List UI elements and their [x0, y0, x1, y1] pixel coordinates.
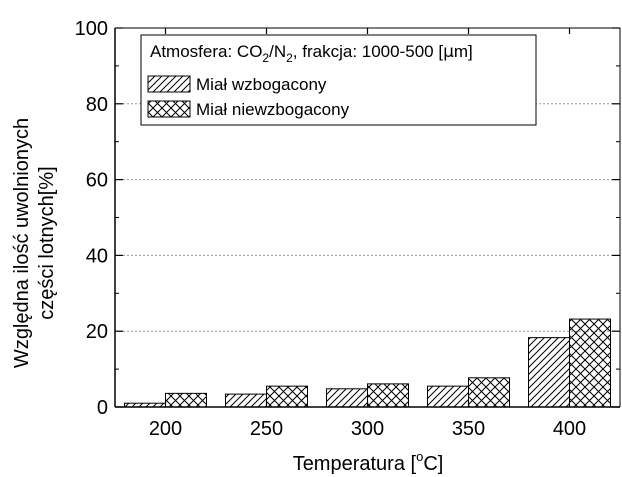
x-tick-label: 300	[351, 418, 384, 440]
x-axis-title-pre: Temperatura [	[293, 453, 417, 475]
x-tick-label: 350	[452, 418, 485, 440]
legend-title: Atmosfera: CO2/N2, frakcja: 1000-500 [μm…	[150, 42, 473, 65]
x-axis-title-sup: o	[416, 449, 423, 464]
bar-wzbogacony	[427, 385, 469, 408]
y-tick-label: 60	[86, 170, 108, 192]
legend-swatch-wzbogacony	[147, 75, 191, 93]
legend-frame	[140, 34, 537, 126]
x-axis-title-post: C]	[423, 453, 443, 475]
x-tick-label: 400	[553, 418, 586, 440]
x-tick-label: 250	[250, 418, 283, 440]
bar-wzbogacony	[528, 337, 570, 408]
y-tick-label: 0	[97, 397, 108, 419]
bar-niewzbogacony	[165, 392, 207, 408]
y-axis-title-line1: Względna ilość uwolnionych	[11, 118, 33, 368]
bars	[124, 318, 611, 408]
y-axis-title-line2: części lotnych[%]	[36, 166, 58, 319]
bar-niewzbogacony	[367, 383, 409, 408]
x-tick-label: 200	[149, 418, 182, 440]
bar-wzbogacony	[326, 388, 368, 408]
legend: Atmosfera: CO2/N2, frakcja: 1000-500 [μm…	[140, 34, 537, 126]
y-tick-label: 80	[86, 94, 108, 116]
gridlines	[115, 103, 620, 332]
y-tick-label: 40	[86, 245, 108, 267]
x-axis-title: Temperatura [oC]	[293, 449, 444, 475]
bar-niewzbogacony	[266, 385, 308, 408]
legend-label-niewzbogacony: Miał niewzbogacony	[196, 100, 350, 119]
bar-niewzbogacony	[468, 377, 510, 408]
legend-label-wzbogacony: Miał wzbogacony	[196, 75, 327, 94]
ticks: 0 20 40 60 80 100 200 250 300 350 400	[75, 18, 620, 440]
bar-niewzbogacony	[569, 318, 611, 408]
bar-wzbogacony	[225, 393, 267, 408]
legend-swatch-niewzbogacony	[147, 100, 191, 118]
y-tick-label: 100	[75, 18, 108, 40]
y-tick-label: 20	[86, 321, 108, 343]
